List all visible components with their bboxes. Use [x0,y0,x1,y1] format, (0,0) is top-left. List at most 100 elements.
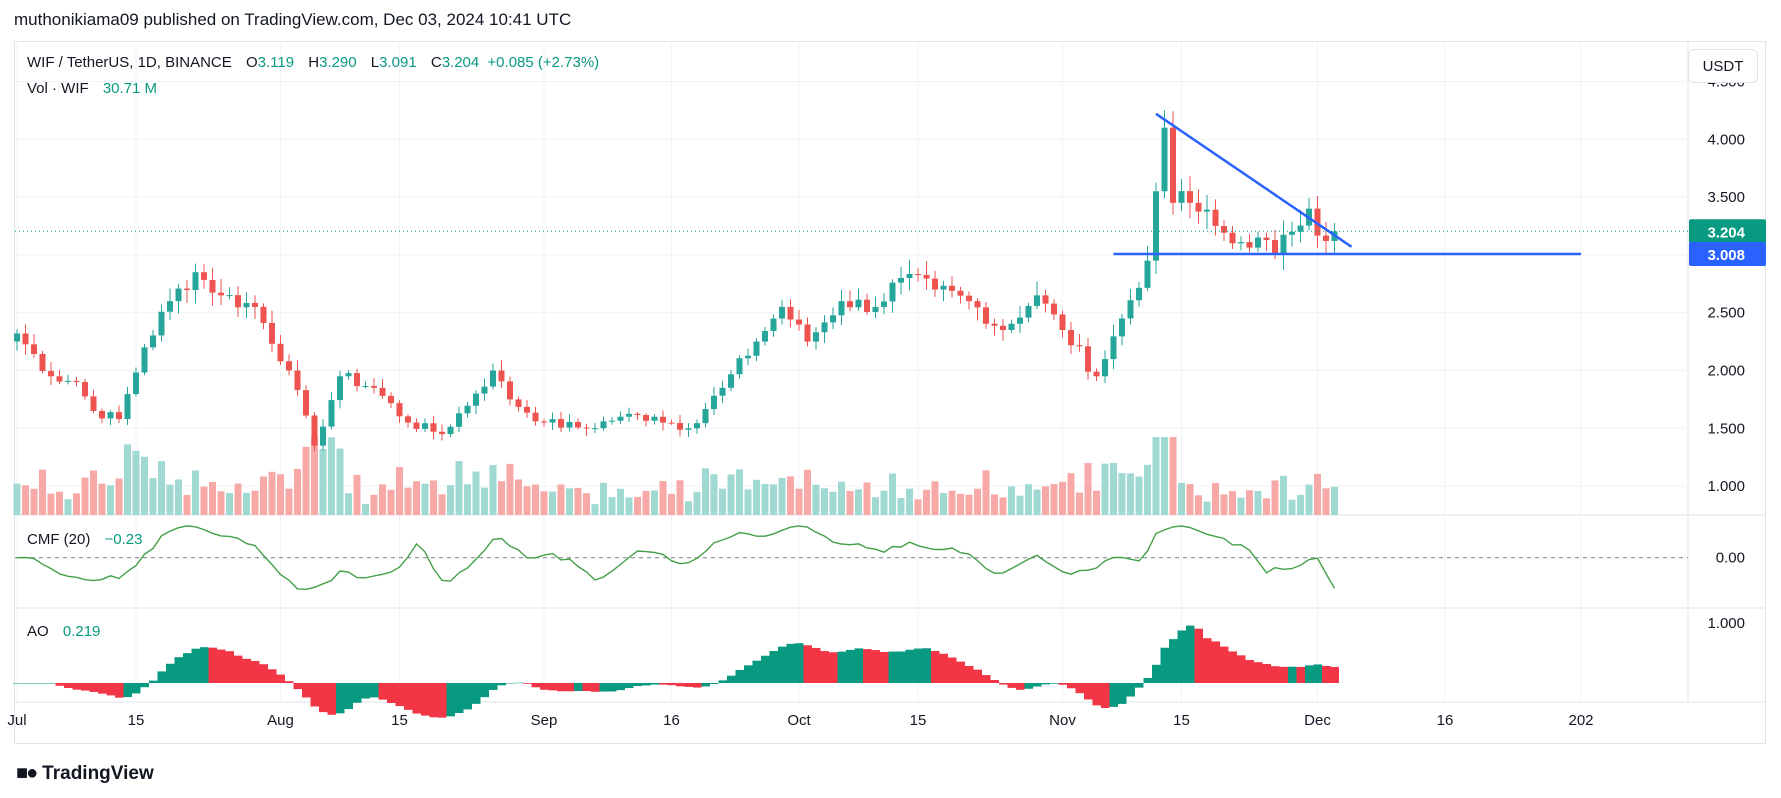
ao-bar [21,683,30,684]
ao-bar [191,648,200,683]
ao-bar [1169,639,1178,683]
ao-bar [591,683,600,692]
tradingview-logo[interactable]: ■● TradingView [16,762,154,785]
volume-bar [549,491,556,515]
volume-bar [1084,463,1092,515]
candle-body [456,413,462,427]
ao-bar [412,683,421,714]
volume-bar [1016,495,1024,515]
candle-body [303,390,309,416]
volume-bar [948,490,956,515]
ao-bar [1211,641,1220,683]
ao-bar [557,683,566,692]
volume-bar [1297,495,1304,515]
volume-bar [302,446,310,515]
candle-body [1034,295,1040,306]
candle-body [201,272,207,280]
candle-body [966,295,972,302]
volume-bar [277,474,284,515]
volume-bar [1280,475,1287,515]
volume-bar [149,478,157,515]
candle-body [116,412,122,420]
candle-body [337,376,343,401]
candle-body [634,413,641,416]
volume-bar [914,499,922,515]
candle-body [260,306,267,324]
ao-bar [370,683,379,698]
ao-bar [727,675,736,683]
ao-bar [1067,683,1076,689]
ao-bar [225,651,234,683]
ao-bar [531,683,540,688]
change-value: +0.085 (+2.73%) [487,54,600,71]
ao-bar [1050,683,1059,684]
volume-bar [1288,499,1296,515]
candle-body [1076,345,1083,347]
candle-body [473,393,479,406]
grid-lines [15,41,1766,703]
candle-body [1187,191,1193,203]
y-tick-label: 1.500 [1707,420,1745,437]
volume-bar [872,497,879,515]
volume-bar [1076,492,1083,515]
ao-bar [378,683,387,700]
ao-bar [905,649,914,683]
x-tick-label: Oct [787,712,811,729]
x-tick-label: 202 [1568,712,1593,729]
volume-bar [200,486,208,515]
candle-body [1297,225,1304,232]
candle-body [439,431,445,435]
candle-body [668,422,675,424]
ao-bar [1092,683,1101,706]
ao-bar [897,651,906,683]
ao-bar [684,683,693,687]
candle-body [1204,209,1210,212]
ao-bar [1033,683,1042,687]
ao-bar [387,683,396,704]
ao-bar [888,651,897,683]
candle-body [1246,242,1253,248]
currency-button[interactable]: USDT [1688,49,1758,83]
volume-bar [651,490,658,515]
candle-body [940,285,947,290]
volume-bar [243,492,250,515]
candle-body [73,380,80,383]
ao-bar [540,683,549,690]
volume-bar [30,488,38,515]
ao-bar [429,683,438,718]
ao-bar [523,683,532,684]
volume-value: 30.71 M [102,80,158,97]
candle-body [422,423,428,429]
ao-bar [446,683,455,717]
last-price-badge: 3.204 [1707,224,1745,241]
volume-bar [1314,473,1321,515]
candle-body [464,405,471,414]
ao-bar [285,681,294,683]
ao-bar [922,648,931,683]
x-tick-label: Nov [1049,712,1076,729]
candle-body [728,374,734,388]
volume-legend: Vol · WIF 30.71 M [27,80,161,97]
candle-body [1000,325,1006,331]
trendlines [15,112,1688,256]
candle-body [736,358,743,375]
volume-bar [1263,498,1270,515]
volume-bar [481,487,488,515]
ao-bar [1152,664,1161,683]
ao-bar [608,683,617,692]
x-tick-label: Sep [531,712,558,729]
candle-body [651,416,658,421]
ao-bar [778,646,787,683]
ao-bar [259,664,268,683]
candle-body [1170,127,1176,203]
volume-bar [1237,497,1245,515]
ao-bar [72,683,81,690]
ao-bar [81,683,90,691]
volume-bar [209,481,216,515]
volume-bar [1008,486,1015,515]
candle-body [90,396,97,411]
candle-body [354,373,360,387]
candle-body [1068,330,1074,346]
ao-bar [735,669,744,683]
